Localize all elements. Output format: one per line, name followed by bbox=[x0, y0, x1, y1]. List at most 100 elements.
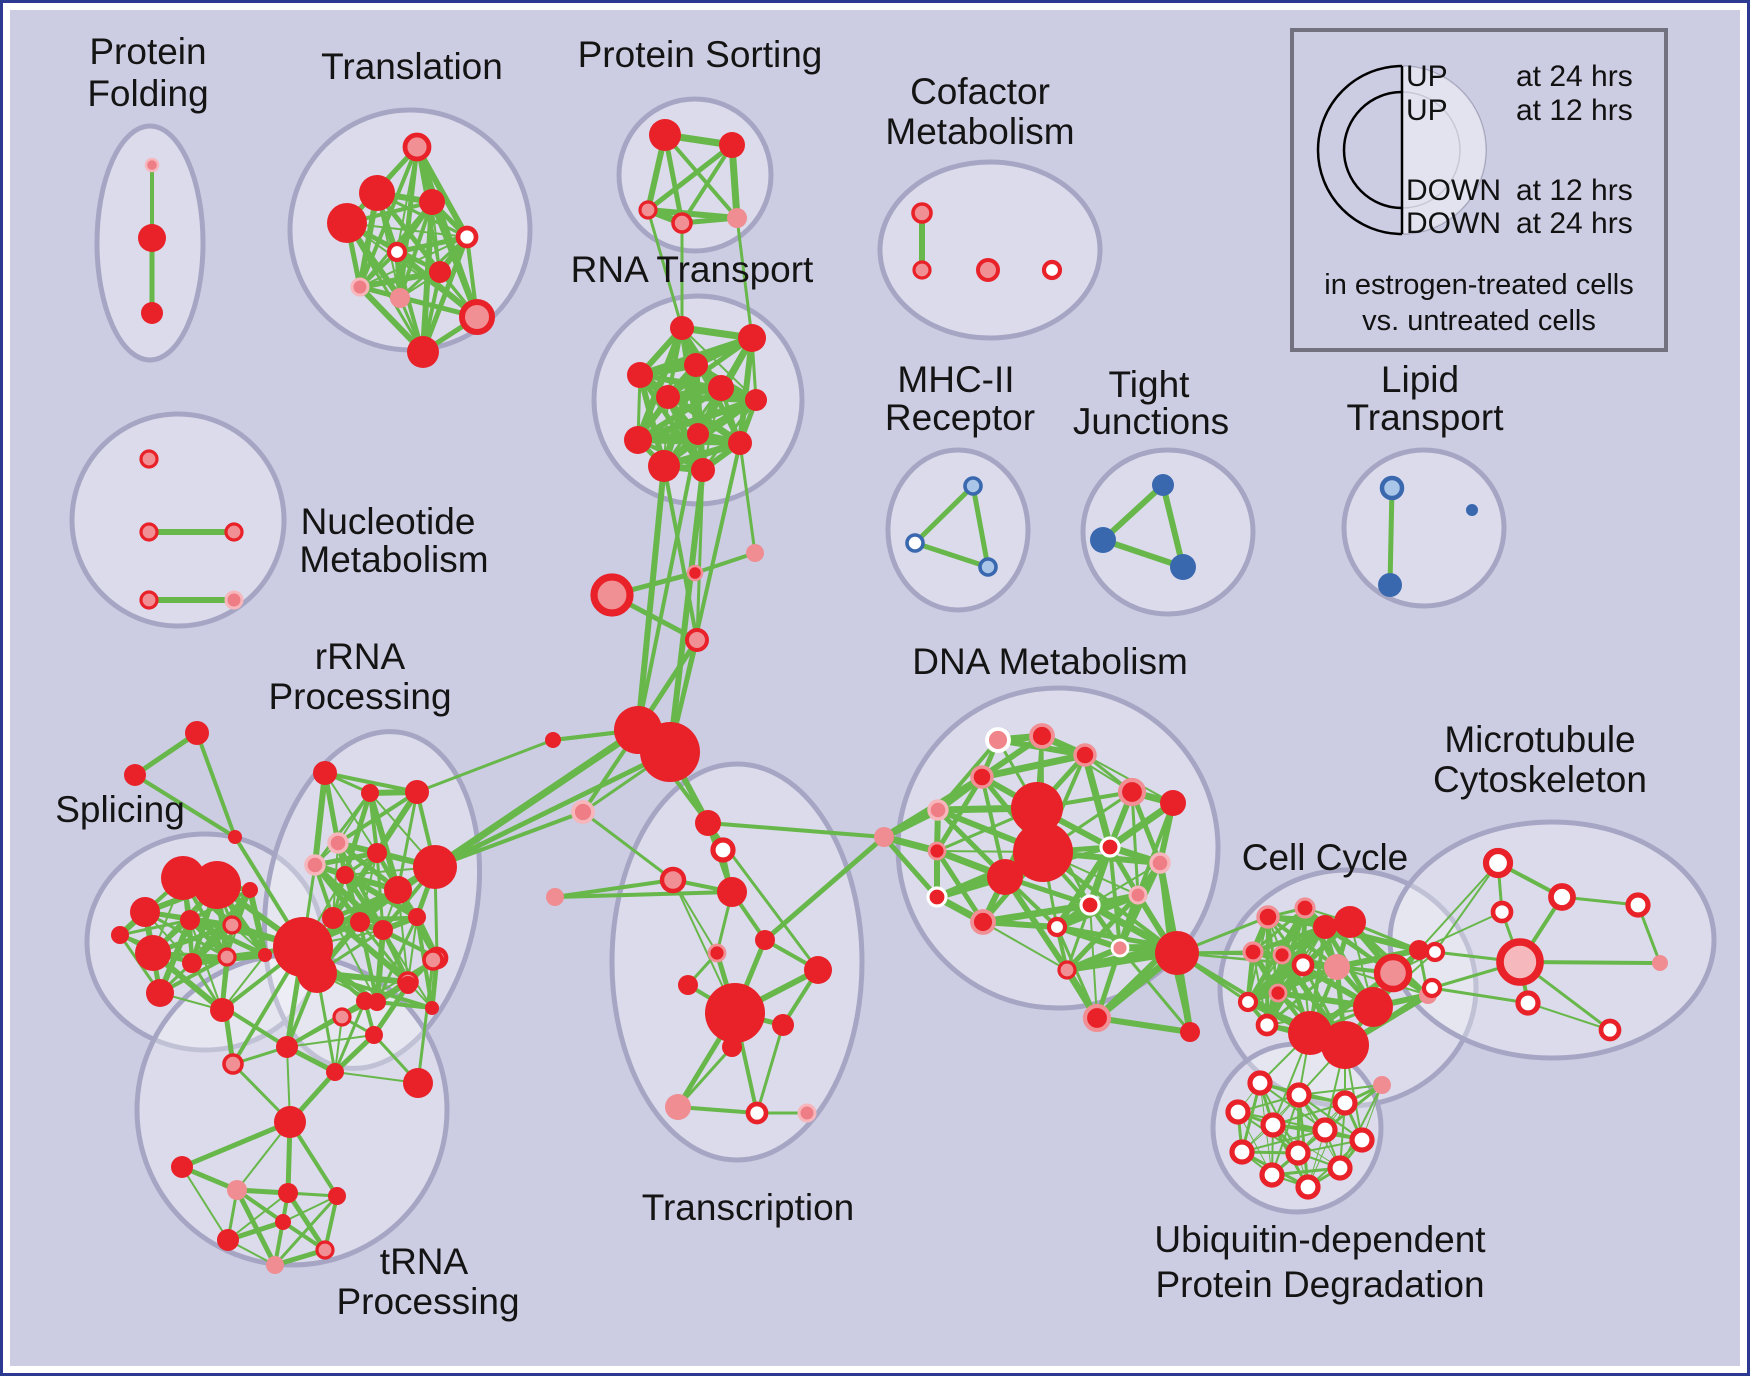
network-edge bbox=[1136, 801, 1175, 897]
network-node bbox=[242, 882, 258, 898]
legend-box bbox=[1290, 28, 1668, 352]
legend-dir-up-12: UP bbox=[1406, 94, 1448, 127]
cluster-label-cofactor-metabolism: Metabolism bbox=[885, 111, 1074, 152]
network-node bbox=[326, 1063, 344, 1081]
network-edge bbox=[982, 921, 1068, 971]
network-node bbox=[224, 590, 244, 610]
network-edge bbox=[1089, 862, 1161, 906]
cluster-label-protein-folding: Protein bbox=[89, 31, 206, 72]
network-node bbox=[373, 920, 393, 940]
network-edge bbox=[1527, 1002, 1611, 1031]
network-edge bbox=[1241, 1129, 1326, 1153]
network-node bbox=[297, 953, 337, 993]
network-node bbox=[1598, 1018, 1622, 1042]
network-edge bbox=[662, 464, 699, 642]
network-node bbox=[124, 764, 146, 786]
cluster-label-protein-folding: Folding bbox=[87, 73, 208, 114]
network-node bbox=[429, 261, 451, 283]
network-edge bbox=[357, 269, 443, 290]
legend-caption-line1: in estrogen-treated cells bbox=[1324, 269, 1634, 301]
network-edge bbox=[382, 929, 433, 1009]
network-node bbox=[685, 628, 709, 652]
network-node bbox=[182, 953, 202, 973]
network-node bbox=[407, 336, 439, 368]
network-edge bbox=[433, 810, 585, 869]
network-node bbox=[659, 866, 687, 894]
network-node bbox=[1160, 790, 1186, 816]
network-node bbox=[727, 208, 747, 228]
network-nodes-layer bbox=[111, 119, 1668, 1274]
network-node bbox=[408, 908, 426, 926]
network-node bbox=[1548, 883, 1576, 911]
network-node bbox=[1268, 983, 1288, 1003]
network-node bbox=[258, 948, 272, 962]
network-node bbox=[649, 119, 681, 151]
network-edge bbox=[133, 773, 237, 839]
cluster-ellipse-tight-junctions bbox=[1080, 447, 1256, 617]
network-node bbox=[719, 132, 745, 158]
network-node bbox=[1424, 941, 1446, 963]
network-node bbox=[684, 353, 708, 377]
network-node bbox=[546, 888, 564, 906]
network-node bbox=[1490, 900, 1514, 924]
network-edge bbox=[646, 208, 684, 330]
network-node bbox=[745, 389, 767, 411]
cluster-label-rrna-processing: Processing bbox=[268, 676, 451, 717]
network-node bbox=[722, 1037, 742, 1057]
network-node bbox=[1285, 1140, 1311, 1166]
network-edge bbox=[374, 789, 420, 856]
network-node bbox=[193, 861, 241, 909]
network-node bbox=[1272, 945, 1292, 965]
network-node bbox=[1229, 1139, 1255, 1165]
network-node bbox=[1046, 916, 1068, 938]
network-node bbox=[1515, 990, 1541, 1016]
network-node bbox=[328, 1187, 346, 1205]
cluster-label-transcription: Transcription bbox=[642, 1187, 854, 1228]
network-node bbox=[1152, 474, 1174, 496]
network-node bbox=[276, 1036, 298, 1058]
network-edge bbox=[1100, 537, 1186, 570]
network-edge bbox=[762, 834, 887, 943]
network-node bbox=[963, 476, 983, 496]
network-node bbox=[624, 426, 652, 454]
network-node bbox=[1313, 915, 1337, 939]
network-node bbox=[216, 999, 234, 1017]
network-edge bbox=[1430, 986, 1530, 1005]
network-edge bbox=[429, 199, 480, 320]
network-node bbox=[139, 449, 159, 469]
network-edge bbox=[333, 999, 367, 1074]
cluster-ellipse-mhc-ii-receptor bbox=[885, 447, 1031, 613]
network-edge bbox=[676, 1045, 734, 1109]
network-node bbox=[315, 1240, 335, 1260]
network-node bbox=[138, 224, 166, 252]
network-node bbox=[987, 859, 1023, 895]
network-node bbox=[422, 949, 444, 971]
network-node bbox=[336, 866, 354, 884]
network-node bbox=[224, 522, 244, 542]
network-node bbox=[322, 907, 344, 929]
network-node bbox=[1242, 941, 1264, 963]
network-node bbox=[1149, 852, 1171, 874]
network-node bbox=[180, 910, 200, 930]
network-edge bbox=[247, 887, 268, 958]
network-edge bbox=[737, 335, 755, 446]
network-node bbox=[365, 1026, 383, 1044]
network-node bbox=[1155, 931, 1199, 975]
network-node bbox=[678, 975, 698, 995]
network-node bbox=[217, 1229, 239, 1251]
network-edge bbox=[676, 1105, 759, 1115]
network-edge bbox=[234, 1187, 278, 1268]
network-node bbox=[1379, 475, 1405, 501]
network-edge bbox=[738, 441, 757, 555]
network-node bbox=[695, 810, 721, 836]
cluster-label-translation: Translation bbox=[321, 46, 503, 87]
network-node bbox=[135, 935, 171, 971]
network-node bbox=[413, 845, 457, 889]
network-node bbox=[670, 316, 694, 340]
network-node bbox=[708, 375, 734, 401]
network-edge bbox=[375, 915, 419, 1004]
network-edge bbox=[1298, 1094, 1363, 1141]
network-node bbox=[399, 976, 417, 994]
network-edge bbox=[665, 335, 755, 400]
